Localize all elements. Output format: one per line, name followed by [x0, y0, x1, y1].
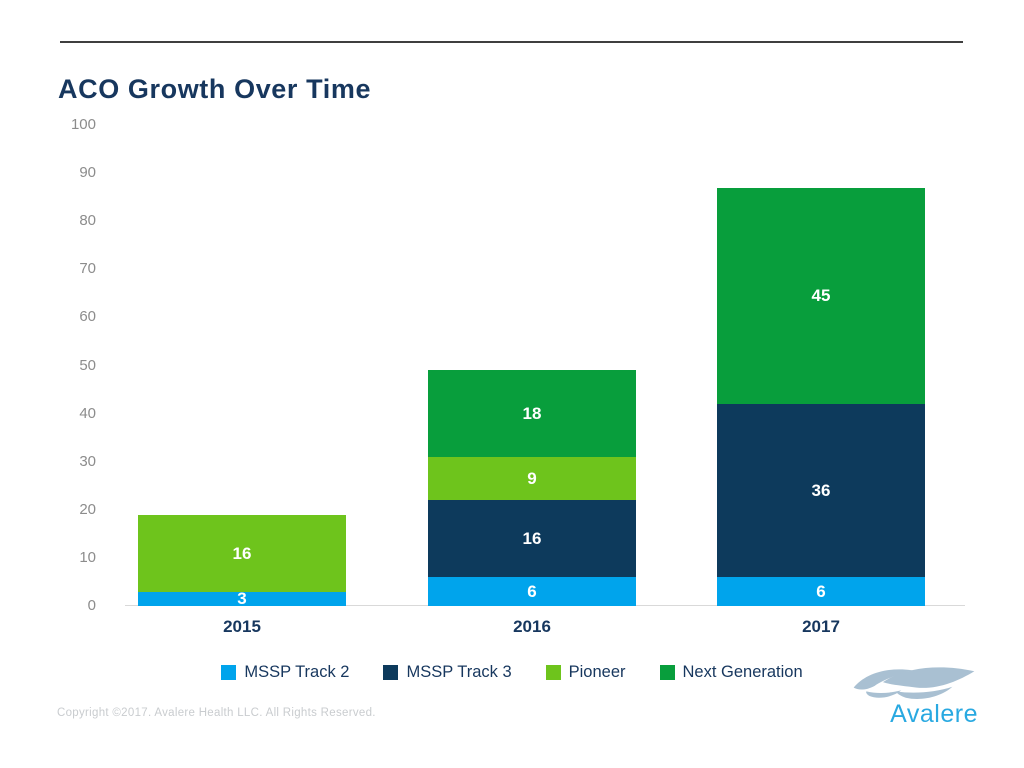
legend-swatch-mssp-track-2 [221, 665, 237, 680]
page-title: ACO Growth Over Time [58, 74, 372, 105]
chart-legend: MSSP Track 2 MSSP Track 3 Pioneer Next Gene… [0, 663, 1024, 682]
x-axis-label-2015: 2015 [223, 617, 261, 636]
segment-value-label: 6 [527, 582, 537, 602]
x-axis-label-2017: 2017 [802, 617, 840, 636]
segment-value-label: 18 [522, 404, 542, 424]
y-axis-label-70: 70 [79, 260, 96, 278]
bar-segment-mssp-track-3-2016: 16 [428, 500, 636, 578]
legend-label: MSSP Track 3 [406, 663, 512, 681]
bar-segment-mssp-track-2-2015: 3 [138, 589, 346, 609]
y-axis-label-30: 30 [79, 452, 96, 470]
bar-segment-mssp-track-2-2016: 6 [428, 577, 636, 606]
legend-item-mssp-track-2: MSSP Track 2 [221, 663, 349, 682]
copyright-text: Copyright ©2017. Avalere Health LLC. All… [57, 707, 376, 719]
avalere-logo-text: Avalere [890, 700, 978, 728]
legend-label: Pioneer [568, 663, 626, 681]
y-axis-label-100: 100 [70, 116, 96, 133]
legend-item-pioneer: Pioneer [545, 663, 626, 682]
bar-segment-mssp-track-2-2017: 6 [717, 577, 925, 606]
segment-value-label: 3 [237, 589, 247, 609]
legend-swatch-next-generation [659, 665, 675, 680]
y-axis-label-90: 90 [79, 164, 96, 182]
bar-segment-mssp-track-3-2017: 36 [717, 403, 925, 578]
bar-segment-pioneer-2015: 16 [138, 514, 346, 592]
legend-item-mssp-track-3: MSSP Track 3 [383, 663, 512, 682]
segment-value-label: 9 [527, 469, 537, 489]
bar-segment-next-generation-2017: 45 [717, 187, 925, 404]
segment-value-label: 6 [816, 582, 826, 602]
y-axis-label-50: 50 [79, 356, 96, 374]
avalere-swoosh-icon [850, 662, 978, 706]
legend-swatch-pioneer [545, 665, 561, 680]
segment-value-label: 16 [232, 543, 252, 563]
y-axis-label-80: 80 [79, 212, 96, 230]
segment-value-label: 36 [811, 481, 831, 501]
x-axis-label-2016: 2016 [513, 617, 551, 636]
bar-segment-pioneer-2016: 9 [428, 456, 636, 501]
y-axis-label-60: 60 [79, 308, 96, 326]
bar-2016: 6 16 9 18 [428, 370, 636, 606]
y-axis-label-0: 0 [87, 597, 96, 614]
y-axis-label-10: 10 [79, 548, 96, 566]
bar-2015: 3 16 [138, 514, 346, 609]
segment-value-label: 45 [811, 286, 831, 306]
bar-2017: 6 36 45 [717, 187, 925, 606]
title-divider-rule [60, 41, 963, 43]
bar-segment-next-generation-2016: 18 [428, 370, 636, 457]
legend-swatch-mssp-track-3 [383, 665, 399, 680]
segment-value-label: 16 [522, 529, 542, 549]
y-axis-label-20: 20 [79, 500, 96, 518]
legend-item-next-generation: Next Generation [659, 663, 803, 682]
avalere-logo: Avalere [850, 662, 978, 728]
legend-label: Next Generation [682, 663, 803, 681]
y-axis-label-40: 40 [79, 404, 96, 422]
legend-label: MSSP Track 2 [244, 663, 350, 681]
